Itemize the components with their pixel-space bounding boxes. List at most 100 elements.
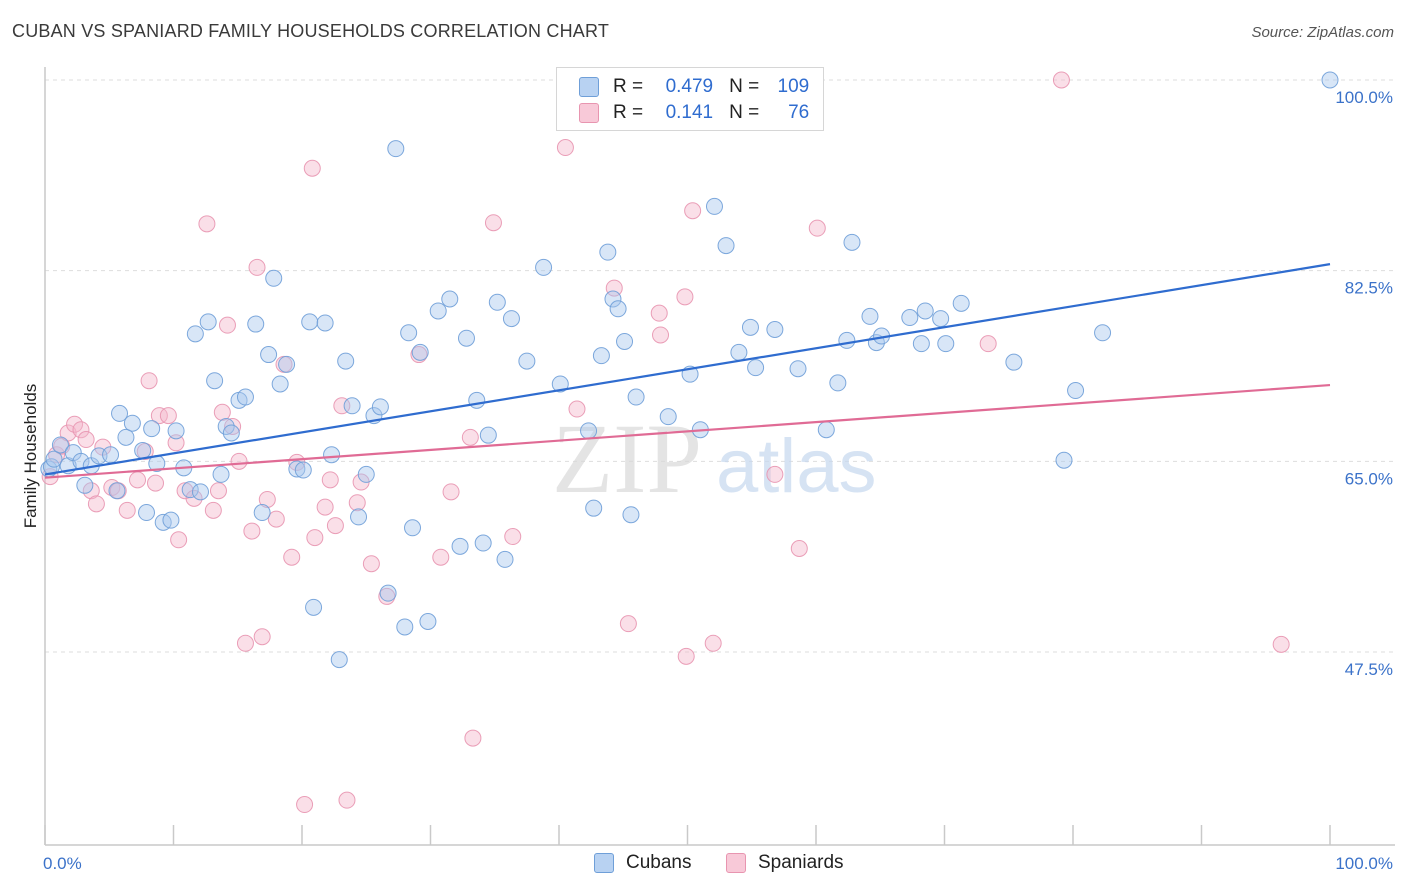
gridlines bbox=[45, 79, 1395, 653]
cubans-point bbox=[766, 321, 784, 339]
cubans-point bbox=[585, 499, 603, 517]
spaniards-point bbox=[704, 634, 722, 652]
spaniards-point bbox=[790, 539, 808, 557]
cubans-point bbox=[222, 424, 240, 442]
spaniards-point bbox=[979, 335, 997, 353]
spaniards-legend-swatch bbox=[726, 853, 746, 873]
legend-item-cubans[interactable]: Cubans bbox=[594, 852, 692, 874]
cubans-point bbox=[102, 446, 120, 464]
cubans-point bbox=[789, 360, 807, 378]
cubans-point bbox=[451, 537, 469, 555]
cubans-point bbox=[912, 335, 930, 353]
spaniards-point bbox=[303, 159, 321, 177]
spaniards-point bbox=[464, 729, 482, 747]
spaniards-point bbox=[204, 501, 222, 519]
cubans-trend-line bbox=[44, 263, 1331, 476]
spaniards-point bbox=[248, 258, 266, 276]
cubans-point bbox=[717, 237, 735, 255]
cubans-point bbox=[350, 508, 368, 526]
cubans-point bbox=[260, 346, 278, 364]
cubans-point bbox=[199, 313, 217, 331]
axes bbox=[44, 67, 1395, 846]
spaniards-point bbox=[1052, 71, 1070, 89]
legend-row-spaniards: R = 0.141 N = 76 bbox=[579, 101, 809, 125]
cubans-legend-label: Cubans bbox=[626, 852, 692, 873]
cubans-point bbox=[162, 511, 180, 529]
spaniards-point bbox=[230, 452, 248, 470]
cubans-swatch bbox=[579, 77, 599, 97]
cubans-point bbox=[265, 269, 283, 287]
spaniards-point bbox=[243, 522, 261, 540]
spaniards-point bbox=[170, 531, 188, 549]
spaniards-point bbox=[296, 796, 314, 814]
series-legend: Cubans Spaniards bbox=[0, 852, 1406, 878]
cubans-point bbox=[396, 618, 414, 636]
spaniards-point bbox=[218, 316, 236, 334]
cubans-point bbox=[1005, 353, 1023, 371]
cubans-point bbox=[301, 313, 319, 331]
spaniards-trend-line bbox=[44, 383, 1331, 479]
cubans-point bbox=[51, 436, 69, 454]
cubans-point bbox=[609, 300, 627, 318]
cubans-point bbox=[278, 355, 296, 373]
spaniards-point bbox=[333, 397, 351, 415]
cubans-point bbox=[1067, 382, 1085, 400]
cubans-point bbox=[337, 352, 355, 370]
spaniards-point bbox=[461, 428, 479, 446]
cubans-point bbox=[952, 294, 970, 312]
cubans-point bbox=[108, 482, 126, 500]
cubans-point bbox=[247, 315, 265, 333]
spaniards-point bbox=[362, 555, 380, 573]
spaniards-point bbox=[321, 471, 339, 489]
cubans-point bbox=[429, 302, 447, 320]
spaniards-point bbox=[432, 548, 450, 566]
spaniards-point bbox=[87, 495, 105, 513]
cubans-point bbox=[143, 420, 161, 438]
spaniards-point bbox=[209, 482, 227, 500]
cubans-point bbox=[659, 408, 677, 426]
cubans-point bbox=[502, 310, 520, 328]
cubans-point bbox=[419, 612, 437, 630]
spaniards-r-value: 0.141 bbox=[665, 102, 714, 123]
cubans-point bbox=[212, 465, 230, 483]
cubans-point bbox=[1055, 451, 1073, 469]
cubans-point bbox=[134, 441, 152, 459]
spaniards-point bbox=[72, 421, 90, 439]
cubans-point bbox=[937, 335, 955, 353]
x-tick-labels: 0.0% 100.0% bbox=[43, 854, 1393, 873]
cubans-point bbox=[288, 460, 306, 478]
legend-item-spaniards[interactable]: Spaniards bbox=[726, 852, 844, 874]
cubans-point bbox=[817, 421, 835, 439]
spaniards-point bbox=[504, 528, 522, 546]
cubans-n-value: 109 bbox=[777, 76, 810, 97]
cubans-point bbox=[829, 374, 847, 392]
cubans-point bbox=[580, 422, 598, 440]
spaniards-point bbox=[224, 417, 242, 435]
spaniards-point bbox=[808, 219, 826, 237]
cubans-point bbox=[305, 598, 323, 616]
spaniards-point bbox=[59, 424, 77, 442]
spaniards-point bbox=[150, 407, 168, 425]
cubans-point bbox=[323, 446, 341, 464]
spaniards-point bbox=[650, 304, 668, 322]
cubans-point bbox=[627, 388, 645, 406]
cubans-point bbox=[379, 584, 397, 602]
cubans-legend-swatch bbox=[594, 853, 614, 873]
spaniards-point bbox=[326, 517, 344, 535]
cubans-points bbox=[40, 71, 1339, 669]
cubans-point bbox=[747, 359, 765, 377]
cubans-point bbox=[236, 388, 254, 406]
cubans-point bbox=[400, 324, 418, 342]
cubans-point bbox=[123, 414, 141, 432]
spaniards-point bbox=[605, 279, 623, 297]
cubans-point bbox=[901, 309, 919, 327]
cubans-point bbox=[479, 426, 497, 444]
x-tick-label: 100.0% bbox=[1335, 854, 1393, 873]
cubans-point bbox=[861, 307, 879, 325]
watermark-zip: ZIP bbox=[552, 403, 702, 514]
spaniards-point bbox=[167, 434, 185, 452]
spaniards-point bbox=[619, 615, 637, 633]
spaniards-point bbox=[568, 400, 586, 418]
spaniards-point bbox=[77, 431, 95, 449]
y-tick-labels: 47.5% 65.0% 82.5% 100.0% bbox=[1335, 88, 1393, 679]
